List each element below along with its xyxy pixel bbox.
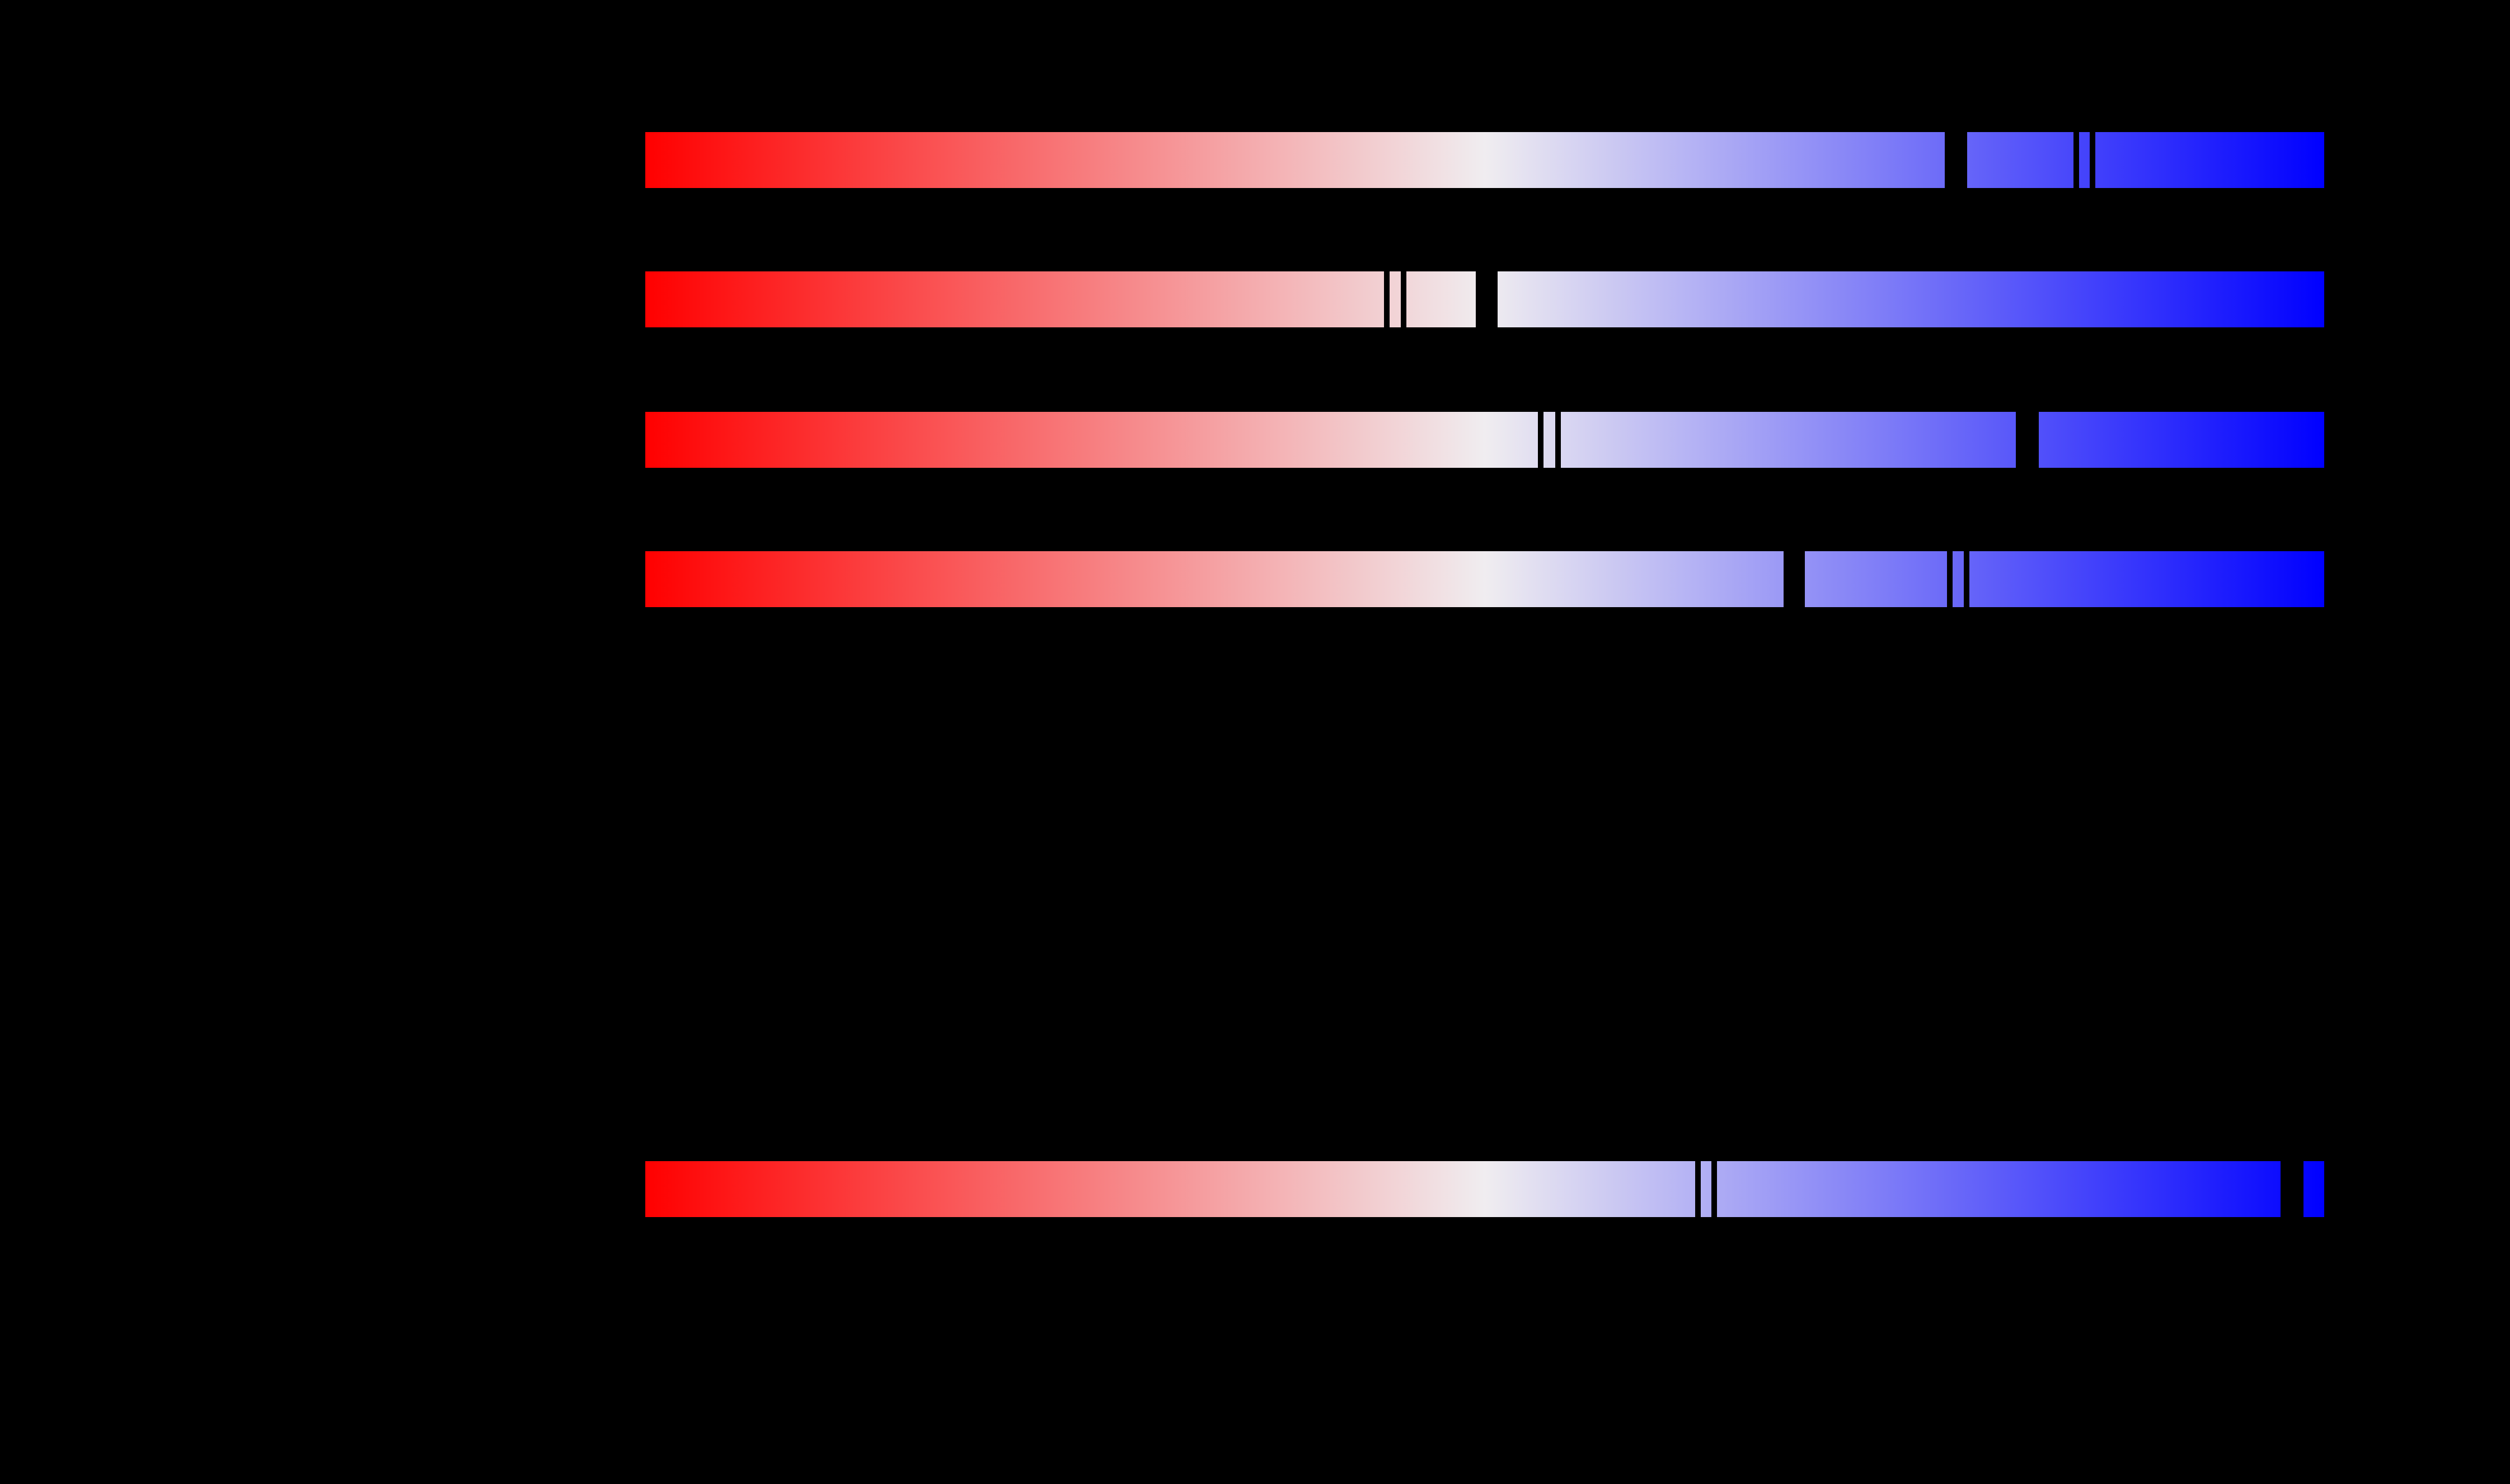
gradient-bar-row-3 [645, 412, 2324, 468]
gap-marker [1476, 271, 1498, 327]
gap-marker [1784, 551, 1805, 607]
tick-line-marker [1384, 271, 1390, 327]
tick-line-marker [1964, 551, 1969, 607]
gradient-bar-row-5 [645, 1161, 2324, 1217]
tick-line-marker [1695, 1161, 1701, 1217]
gradient-bar-row-2 [645, 271, 2324, 327]
tick-line-marker [1555, 412, 1561, 468]
gradient-bar-row-1 [645, 132, 2324, 188]
tick-line-marker [1401, 271, 1406, 327]
tick-line-marker [1947, 551, 1953, 607]
tick-line-marker [2073, 132, 2079, 188]
tick-line-marker [1711, 1161, 1717, 1217]
gradient-bar-row-4 [645, 551, 2324, 607]
gap-marker [2016, 412, 2039, 468]
gap-marker [2281, 1161, 2303, 1217]
tick-line-marker [1538, 412, 1543, 468]
tick-line-marker [2090, 132, 2095, 188]
gap-marker [1945, 132, 1967, 188]
